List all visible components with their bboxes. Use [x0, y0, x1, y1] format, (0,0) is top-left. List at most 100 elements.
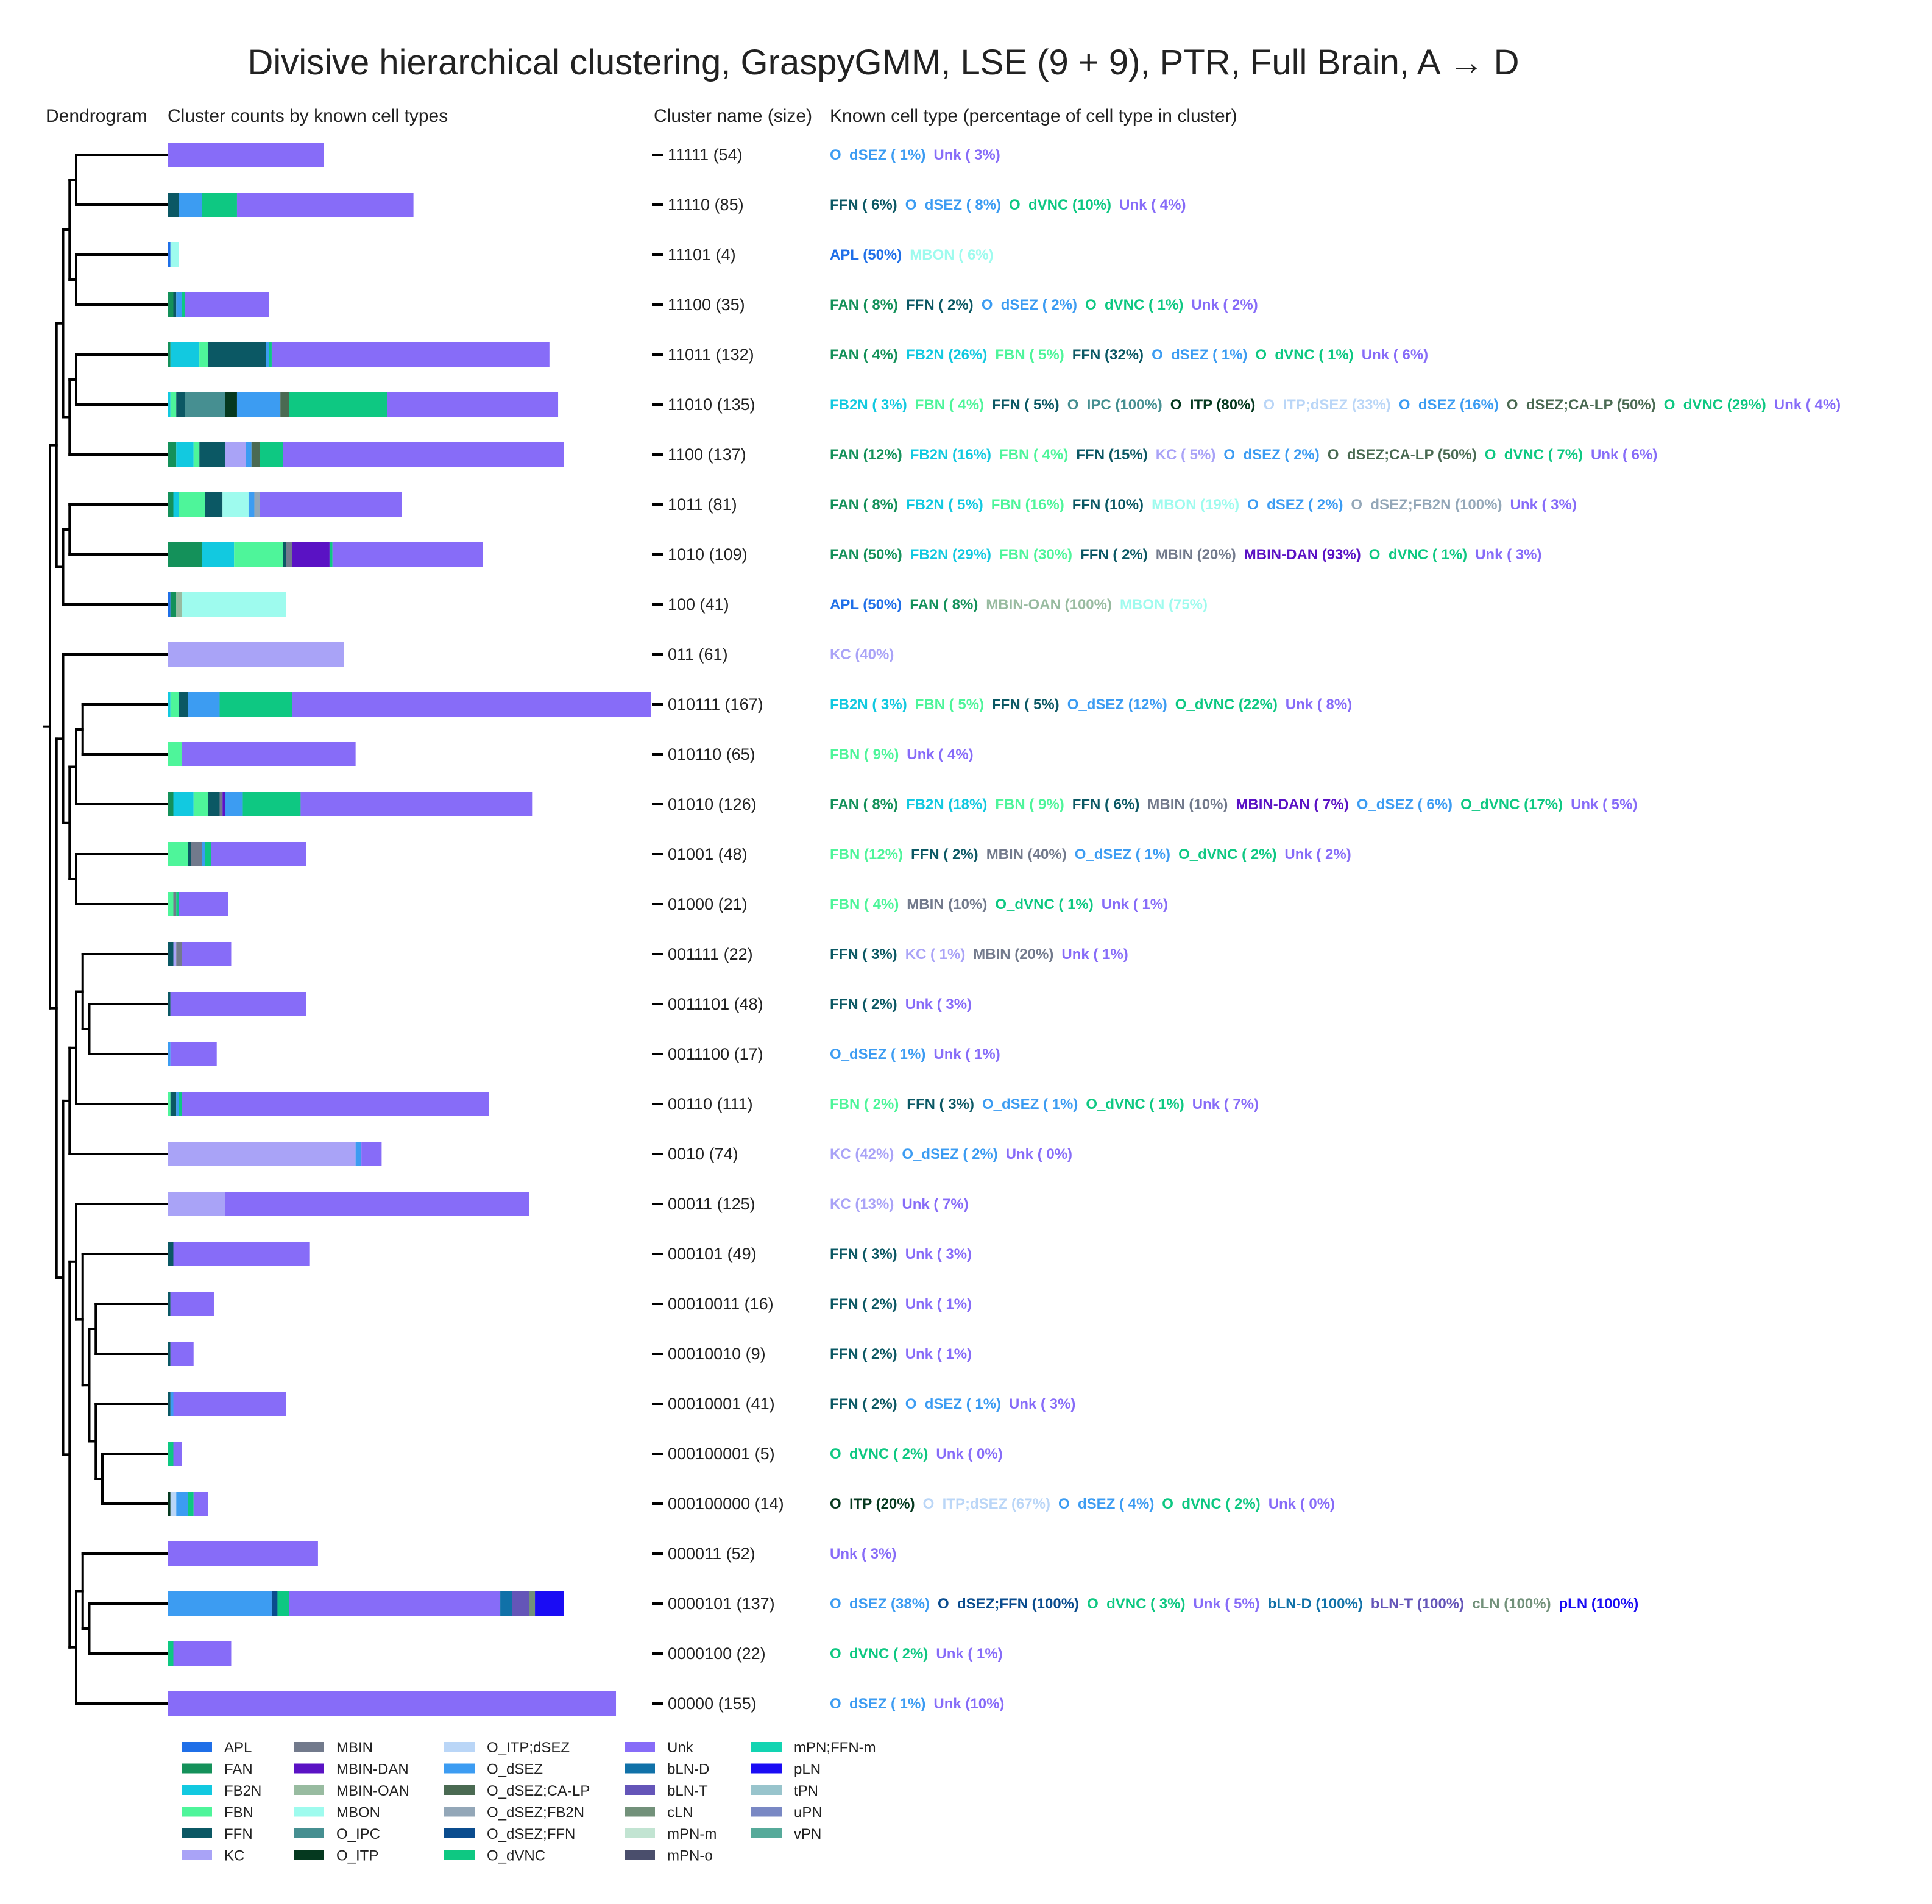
legend-swatch [182, 1828, 212, 1838]
bar-segment-ffn [205, 492, 223, 517]
bar-segment-o-dsez [248, 492, 255, 517]
cell-type-percentage: Unk ( 5%) [1571, 796, 1637, 813]
bar-segment-o-dsez [355, 1142, 362, 1166]
cell-type-percentage: O_ITP (20%) [830, 1496, 915, 1512]
bar-segment-o-dvnc [269, 342, 272, 367]
bar-segment-unk [173, 1242, 310, 1266]
cell-type-percentage: O_ITP (80%) [1170, 397, 1256, 413]
cell-type-percentage: O_dSEZ ( 4%) [1058, 1496, 1154, 1512]
cell-type-percentage: O_dSEZ;FFN (100%) [938, 1596, 1079, 1612]
cluster-name-label: 00010011 (16) [668, 1295, 774, 1313]
bar-segment-o-dvnc [289, 392, 387, 417]
cluster-name-label: 100 (41) [668, 595, 729, 614]
cell-type-percentage: Unk ( 3%) [933, 147, 1000, 163]
legend-swatch [294, 1807, 324, 1817]
bar-segment-ffn [173, 292, 177, 317]
bar-segment-unk [193, 1492, 208, 1516]
bar-segment-fbn [193, 792, 208, 816]
bar-segment-o-dsez [170, 1392, 174, 1416]
legend-label: vPN [794, 1826, 821, 1842]
legend-label: O_dSEZ;CA-LP [487, 1783, 590, 1799]
legend-label: KC [224, 1848, 244, 1864]
cell-type-percentage: FB2N (16%) [910, 447, 991, 463]
bar-segment-pln [535, 1591, 564, 1616]
cell-type-percentage: Unk ( 0%) [1006, 1146, 1072, 1163]
bar-segment-unk [225, 1192, 529, 1216]
legend-label: O_ITP [336, 1848, 378, 1864]
cell-type-percentage: FFN ( 6%) [1072, 796, 1140, 813]
bar-segment-o-dvnc [277, 1591, 289, 1616]
bar-segment-ffn [188, 842, 191, 866]
bar-segment-fan [168, 342, 171, 367]
bar-segment-unk [236, 193, 414, 217]
dendrogram-header: Dendrogram [46, 106, 147, 126]
bar-segment-o-dsez [176, 292, 182, 317]
cluster-name-label: 00000 (155) [668, 1694, 757, 1713]
cluster-name-label: 00010010 (9) [668, 1345, 766, 1363]
bar-segment-mbon [182, 592, 286, 617]
bar-segment-o-dvnc [168, 1442, 174, 1466]
cell-type-percentage: cLN (100%) [1472, 1596, 1551, 1612]
cell-type-percentage: O_ITP;dSEZ (67%) [923, 1496, 1050, 1512]
legend: APL FAN FB2N FBN FFN KC MBIN MBIN-DAN MBIN-OAN MB… [182, 1739, 876, 1864]
cell-type-percentage: Unk ( 6%) [1591, 447, 1657, 463]
bar-segment-o-dvnc [242, 792, 301, 816]
legend-label: FAN [224, 1761, 253, 1778]
cluster-name-label: 11110 (85) [668, 196, 744, 214]
cell-type-percentage: APL (50%) [830, 596, 902, 613]
cell-type-percentage: Unk ( 2%) [1284, 846, 1351, 863]
cell-type-percentage: KC (42%) [830, 1146, 894, 1163]
cluster-name-label: 0010 (74) [668, 1145, 738, 1163]
legend-label: cLN [667, 1805, 693, 1821]
cell-type-percentage: O_dSEZ ( 1%) [982, 1096, 1078, 1113]
cell-type-percentage: FB2N (18%) [906, 796, 987, 813]
bar-segment-o-dsez [266, 342, 269, 367]
cell-type-percentage: FBN (12%) [830, 846, 903, 863]
cluster-name-label: 0000100 (22) [668, 1644, 766, 1663]
cell-type-percentage: Unk ( 0%) [1269, 1496, 1335, 1512]
bar-segment-fbn [170, 392, 177, 417]
bar-segment-fan [168, 442, 177, 467]
cluster-name-label: 0000101 (137) [668, 1594, 775, 1613]
bar-segment-o-dsez [246, 442, 252, 467]
bar-segment-o-dsez [176, 1492, 188, 1516]
bar-segment-o-dvnc [188, 1492, 194, 1516]
bar-segment-ffn [179, 692, 188, 717]
legend-label: O_dSEZ [487, 1761, 543, 1778]
bar-segment-o-dvnc [260, 442, 283, 467]
cell-type-percentage: O_dSEZ ( 1%) [830, 1696, 925, 1712]
cell-type-percentage: FBN ( 4%) [830, 896, 899, 913]
bar-segment-fan [168, 492, 174, 517]
cell-type-percentage: FAN (50%) [830, 547, 902, 563]
cell-type-percentage: FB2N ( 5%) [906, 497, 983, 513]
bar-segment-unk [173, 1392, 286, 1416]
bar-segment-unk [211, 842, 306, 866]
bar-segment-fan [170, 592, 177, 617]
counts-header: Cluster counts by known cell types [168, 106, 448, 126]
cell-type-percentage: FAN ( 8%) [830, 497, 898, 513]
cell-type-percentage: O_dSEZ ( 6%) [1357, 796, 1453, 813]
legend-label: MBIN [336, 1739, 373, 1756]
bar-segment-kc [225, 442, 246, 467]
legend-swatch [294, 1828, 324, 1838]
cell-type-percentage: Unk ( 1%) [933, 1046, 1000, 1063]
legend-label: MBIN-OAN [336, 1783, 409, 1799]
legend-swatch [625, 1850, 655, 1860]
cell-type-percentage: bLN-D (100%) [1268, 1596, 1363, 1612]
legend-swatch [294, 1742, 324, 1752]
legend-swatch [751, 1785, 782, 1795]
bar-segment-ffn [283, 542, 286, 567]
cluster-name-label: 001111 (22) [668, 945, 753, 963]
cell-type-percentage: O_dSEZ;CA-LP (50%) [1328, 447, 1477, 463]
cell-type-percentage: Unk ( 7%) [902, 1196, 968, 1212]
cell-type-percentage: MBIN (40%) [986, 846, 1067, 863]
bar-segment-ffn [168, 1342, 171, 1366]
bar-segment-o-dsez [168, 1591, 272, 1616]
legend-swatch [444, 1742, 475, 1752]
cluster-name-label: 0011100 (17) [668, 1045, 763, 1063]
cluster-name-label: 000100000 (14) [668, 1495, 784, 1513]
legend-swatch [625, 1785, 655, 1795]
bar-segment-ffn [168, 992, 171, 1016]
bar-segment-mbon [222, 492, 249, 517]
